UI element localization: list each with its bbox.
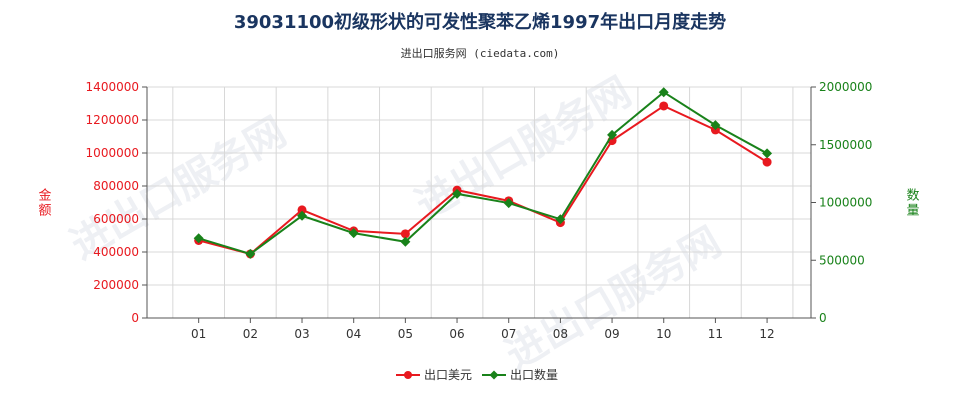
y-left-axis-title: 金额: [38, 188, 51, 219]
y-left-tick-label: 1000000: [86, 146, 139, 160]
x-tick-label: 05: [398, 327, 413, 341]
chart-subtitle: 进出口服务网 (ciedata.com): [400, 47, 560, 60]
x-tick-label: 02: [243, 327, 258, 341]
legend-marker: [404, 371, 412, 379]
x-tick-label: 03: [294, 327, 309, 341]
y-left-tick-label: 1200000: [86, 113, 139, 127]
series-line-quantity: [198, 90, 768, 255]
y-left-tick-label: 400000: [93, 245, 139, 259]
x-tick-label: 09: [604, 327, 619, 341]
y-left-tick-label: 800000: [93, 179, 139, 193]
y-right-tick-label: 500000: [819, 253, 865, 267]
x-tick-label: 07: [501, 327, 516, 341]
watermark-text: 进出口服务网: [498, 219, 729, 379]
data-point-quantity: [297, 210, 308, 221]
legend-label: 出口数量: [510, 367, 558, 382]
data-point-usd: [659, 101, 669, 111]
y-right-tick-label: 2000000: [819, 80, 872, 94]
x-tick-label: 10: [656, 327, 671, 341]
x-tick-label: 01: [191, 327, 206, 341]
y-right-tick-label: 1000000: [819, 196, 872, 210]
x-tick-label: 11: [708, 327, 723, 341]
data-point-usd: [400, 229, 410, 239]
y-right-tick-label: 0: [819, 311, 827, 325]
data-point-quantity: [348, 228, 359, 239]
data-point-usd: [762, 157, 772, 167]
data-point-quantity: [762, 148, 773, 159]
data-point-quantity: [555, 214, 566, 225]
x-tick-label: 06: [449, 327, 464, 341]
legend-item-usd[interactable]: 出口美元: [396, 368, 472, 382]
x-tick-label: 04: [346, 327, 361, 341]
y-right-tick-label: 1500000: [819, 138, 872, 152]
data-point-usd: [297, 205, 307, 215]
data-point-quantity: [193, 233, 204, 244]
data-point-quantity: [452, 188, 463, 199]
y-left-tick-label: 600000: [93, 212, 139, 226]
y-left-tick-label: 0: [131, 311, 139, 325]
legend-item-quantity[interactable]: 出口数量: [482, 367, 558, 382]
data-point-quantity: [245, 248, 256, 259]
data-point-quantity: [607, 129, 618, 140]
x-tick-label: 12: [759, 327, 774, 341]
data-point-quantity: [710, 120, 721, 131]
chart-title: 39031100初级形状的可发性聚苯乙烯1997年出口月度走势: [233, 12, 727, 33]
y-right-axis-title: 数量: [906, 189, 919, 219]
legend-marker: [489, 370, 499, 380]
data-point-quantity: [658, 87, 669, 98]
data-point-quantity: [400, 236, 411, 247]
series-line-usd: [198, 104, 768, 256]
x-tick-label: 08: [553, 327, 568, 341]
y-left-tick-label: 200000: [93, 278, 139, 292]
y-left-tick-label: 1400000: [86, 80, 139, 94]
legend-label: 出口美元: [424, 368, 472, 382]
data-point-quantity: [503, 198, 514, 209]
